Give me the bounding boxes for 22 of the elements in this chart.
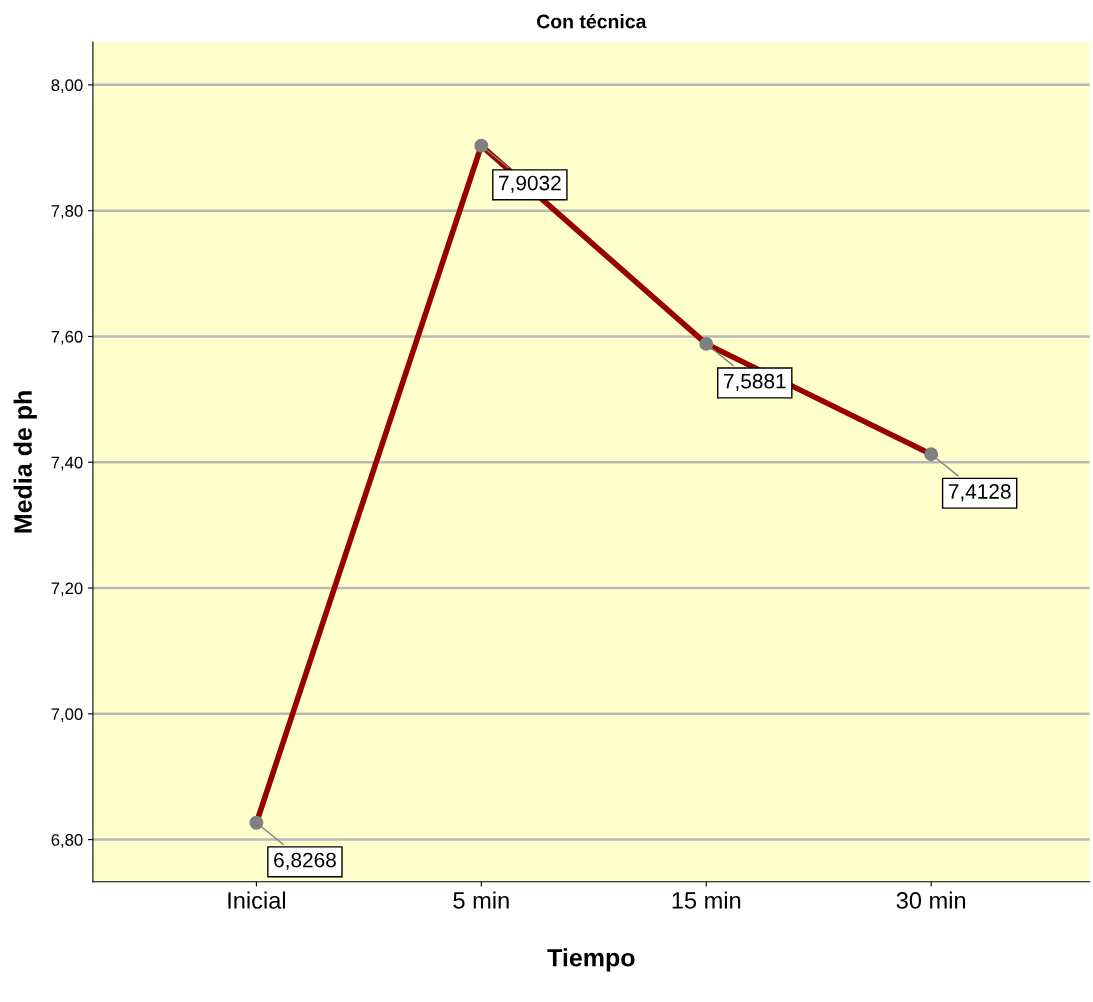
y-tick-label: 7,40 — [51, 456, 83, 471]
data-label: 6,8268 — [274, 852, 336, 870]
x-tick-label: Inicial — [228, 891, 286, 909]
y-tick-label: 7,60 — [51, 330, 83, 345]
chart-title: Con técnica — [537, 13, 647, 29]
x-tick-label: 5 min — [453, 891, 509, 909]
y-tick-label: 6,80 — [51, 834, 83, 848]
y-tick-label: 8,00 — [51, 79, 83, 94]
y-tick-label: 7,20 — [51, 582, 83, 597]
data-label: 7,9032 — [499, 175, 561, 193]
x-tick-label: 15 min — [672, 891, 741, 909]
y-tick-label: 7,80 — [51, 205, 83, 219]
data-label: 7,4128 — [948, 484, 1011, 502]
x-tick-label: 30 min — [896, 891, 966, 909]
point — [699, 336, 714, 351]
point — [249, 815, 264, 830]
y-tick-label: 7,00 — [51, 708, 83, 722]
point — [924, 447, 939, 462]
y-axis-title: Media de ph — [13, 391, 37, 533]
point — [474, 138, 489, 153]
x-axis-title: Tiempo — [547, 948, 635, 972]
data-label: 7,5881 — [723, 373, 786, 392]
